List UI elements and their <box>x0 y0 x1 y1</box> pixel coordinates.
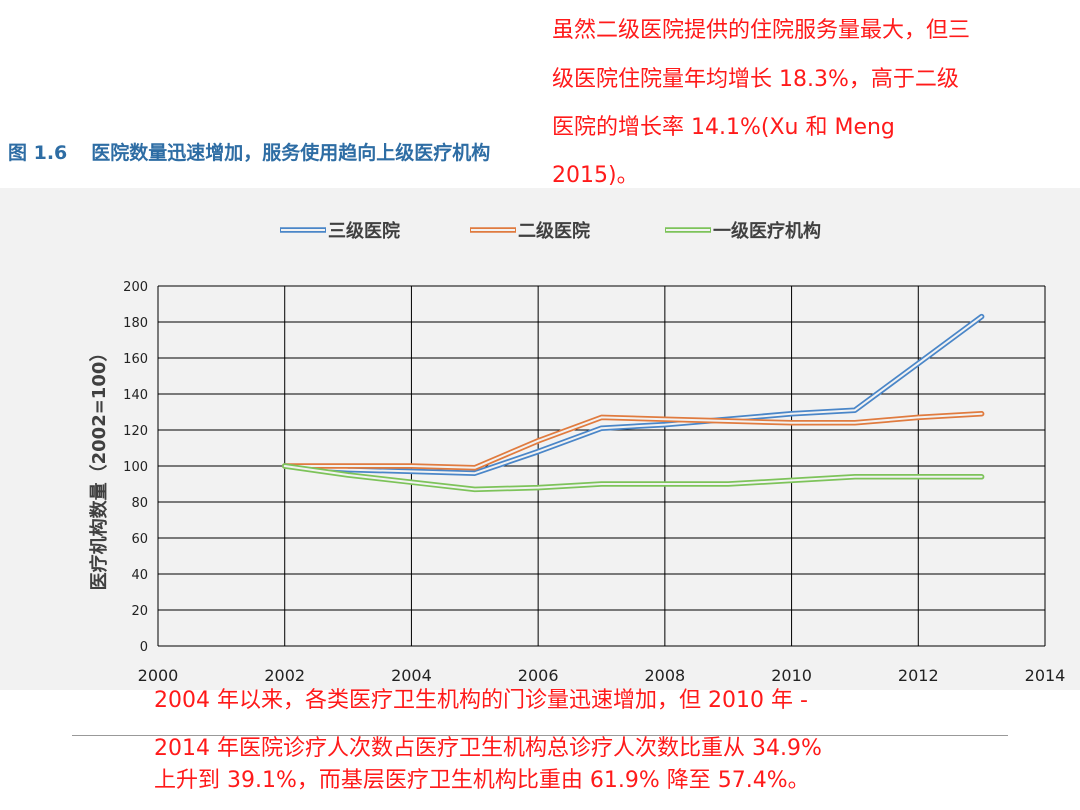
figure-title: 图 1.6 医院数量迅速增加，服务使用趋向上级医疗机构 <box>8 138 490 165</box>
figure-number: 图 1.6 <box>8 142 68 164</box>
x-tick-label: 2008 <box>644 666 685 685</box>
x-tick-label: 2002 <box>264 666 305 685</box>
line-chart: 0 20 40 60 80 100 120 140 160 180 200 2000 2002 2004 2… <box>88 220 1066 685</box>
series-line-inner <box>283 412 983 469</box>
x-tick-label: 2004 <box>391 666 432 685</box>
series-line <box>281 463 985 493</box>
annotation-bottom-line-2: 2014 年医院诊疗人次数占医疗卫生机构总诊疗人次数比重从 34.9% <box>154 736 822 761</box>
annotation-top-line-1: 虽然二级医院提供的住院服务量最大，但三 <box>552 18 971 43</box>
y-axis-label: 医疗机构数量（2002=100） <box>88 344 110 591</box>
y-tick-label: 120 <box>123 424 148 439</box>
divider-line <box>72 735 1008 736</box>
legend-label: 三级医院 <box>328 220 400 242</box>
y-tick-label: 160 <box>123 352 148 367</box>
series-line-inner <box>283 465 983 491</box>
annotation-bottom-line-1: 2004 年以来，各类医疗卫生机构的门诊量迅速增加，但 2010 年 - <box>154 688 808 713</box>
x-tick-label: 2012 <box>898 666 939 685</box>
y-tick-label: 200 <box>123 280 148 295</box>
legend-label: 二级医院 <box>518 220 590 242</box>
series-line <box>281 313 985 476</box>
legend-label: 一级医疗机构 <box>713 220 821 242</box>
y-tick-label: 20 <box>131 604 148 619</box>
annotation-top-line-2: 级医院住院量年均增长 18.3%，高于二级 <box>552 67 959 92</box>
y-tick-label: 140 <box>123 388 148 403</box>
x-tick-label: 2000 <box>138 666 179 685</box>
y-tick-label: 100 <box>123 460 148 475</box>
annotation-top-line-3: 医院的增长率 14.1%(Xu 和 Meng <box>552 115 895 140</box>
y-tick-label: 180 <box>123 316 148 331</box>
x-tick-label: 2010 <box>771 666 812 685</box>
x-tick-label: 2014 <box>1025 666 1066 685</box>
figure-caption: 医院数量迅速增加，服务使用趋向上级医疗机构 <box>91 142 491 164</box>
series-line <box>281 411 985 471</box>
annotation-bottom-line-3: 上升到 39.1%，而基层医疗卫生机构比重由 61.9% 降至 57.4%。 <box>154 768 810 793</box>
y-tick-label: 40 <box>131 568 148 583</box>
y-tick-label: 60 <box>131 532 148 547</box>
series-line-inner <box>283 315 983 475</box>
y-tick-label: 80 <box>131 496 148 511</box>
y-tick-label: 0 <box>140 640 148 655</box>
annotation-top-line-4: 2015)。 <box>552 163 639 188</box>
x-tick-label: 2006 <box>518 666 559 685</box>
